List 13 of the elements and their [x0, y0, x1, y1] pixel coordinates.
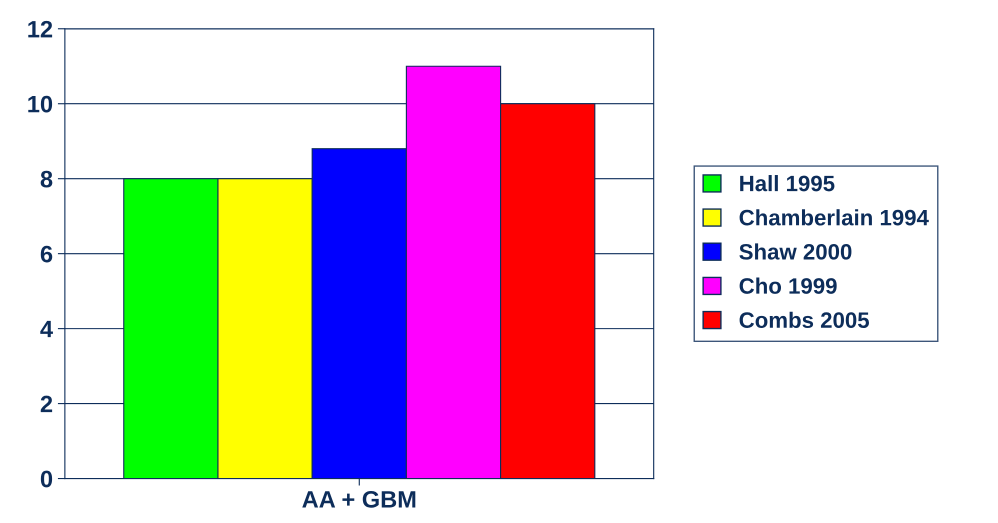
legend-label: Hall 1995 — [740, 175, 834, 192]
x-tick-label: AA + GBM — [302, 490, 416, 508]
y-tick-label: 0 — [40, 470, 52, 488]
y-tick-label: 6 — [40, 246, 52, 262]
y-tick-label: 4 — [40, 320, 53, 338]
y-tick-label: 2 — [40, 396, 52, 412]
y-tick-label: 12 — [28, 20, 52, 38]
legend-label: Cho 1999 — [740, 278, 837, 294]
legend-label: Shaw 2000 — [739, 243, 852, 260]
y-tick-label: 10 — [28, 96, 52, 113]
legend-label: Chamberlain 1994 — [740, 209, 929, 226]
y-tick-label: 8 — [40, 170, 52, 188]
legend-label: Combs 2005 — [740, 312, 869, 328]
